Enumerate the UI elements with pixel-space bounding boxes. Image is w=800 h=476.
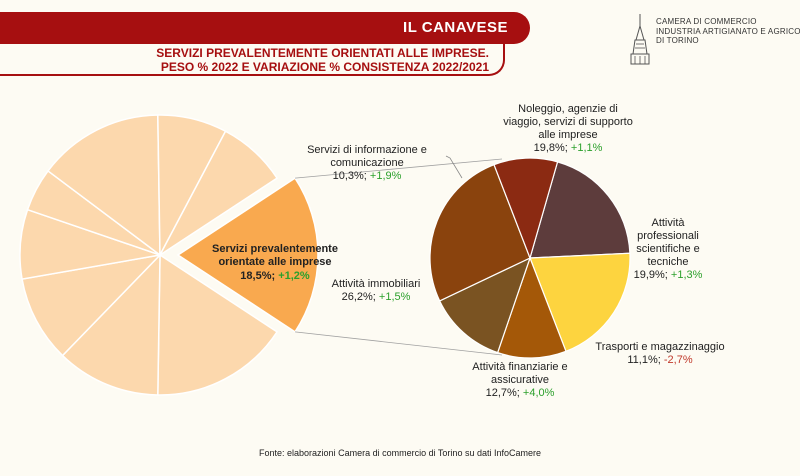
detail-pie-slice-4 — [438, 256, 532, 354]
detail-slice-label-1: Noleggio, agenzie di viaggio, servizi di … — [503, 103, 633, 154]
detail-slice-label-2: Attività professionali scientifiche e tecni… — [634, 217, 703, 281]
main-pie-slice-8 — [159, 130, 279, 256]
main-pie-slice-highlight — [176, 177, 319, 333]
main-pie-slice-2 — [61, 253, 161, 396]
main-pie-slice-3 — [21, 253, 163, 357]
detail-slice-label-3: Trasporti e magazzinaggio 11,1%; -2,7% — [595, 341, 724, 366]
detail-slice-label-4: Attività finanziarie e assicurative 12,7%;… — [472, 361, 567, 399]
mole-antonelliana-icon — [630, 14, 650, 65]
title-banner: IL CANAVESE — [0, 12, 530, 44]
source-note: Fonte: elaborazioni Camera di commercio … — [259, 448, 541, 458]
detail-pie-slice-3 — [496, 256, 567, 359]
highlight-label: Servizi prevalentemente orientate alle im… — [212, 243, 338, 282]
logo-line-3: DI TORINO — [656, 36, 699, 45]
subtitle-box: SERVIZI PREVALENTEMENTE ORIENTATI ALLE I… — [0, 44, 505, 76]
detail-slice-label-5: Attività immobiliari 26,2%; +1,5% — [332, 278, 421, 303]
chamber-logo: CAMERA DI COMMERCIO INDUSTRIA ARTIGIANAT… — [628, 14, 800, 66]
connector-line-bottom — [294, 331, 503, 356]
page-title: IL CANAVESE — [403, 19, 508, 36]
chart-subtitle: SERVIZI PREVALENTEMENTE ORIENTATI ALLE I… — [156, 46, 489, 74]
detail-pie-slice-5 — [429, 163, 531, 302]
connector-line-top — [294, 158, 503, 179]
detail-pie-slice-6 — [493, 157, 559, 260]
detail-pie-slice-1 — [529, 161, 631, 259]
main-pie-slice-6 — [46, 114, 161, 257]
logo-line-1: CAMERA DI COMMERCIO — [656, 17, 757, 26]
detail-pie-slice-2 — [529, 252, 631, 353]
logo-text: CAMERA DI COMMERCIO INDUSTRIA ARTIGIANAT… — [656, 17, 800, 46]
detail-slice-label-6: Servizi di informazione e comunicazione 10… — [307, 144, 427, 182]
logo-line-2: INDUSTRIA ARTIGIANATO E AGRICOLTURA — [656, 26, 800, 36]
subtitle-line-1: SERVIZI PREVALENTEMENTE ORIENTATI ALLE I… — [156, 46, 489, 60]
leader-line-info — [445, 155, 463, 179]
main-pie-slice-1 — [157, 253, 279, 396]
subtitle-line-2: PESO % 2022 E VARIAZIONE % CONSISTENZA 2… — [160, 60, 489, 74]
